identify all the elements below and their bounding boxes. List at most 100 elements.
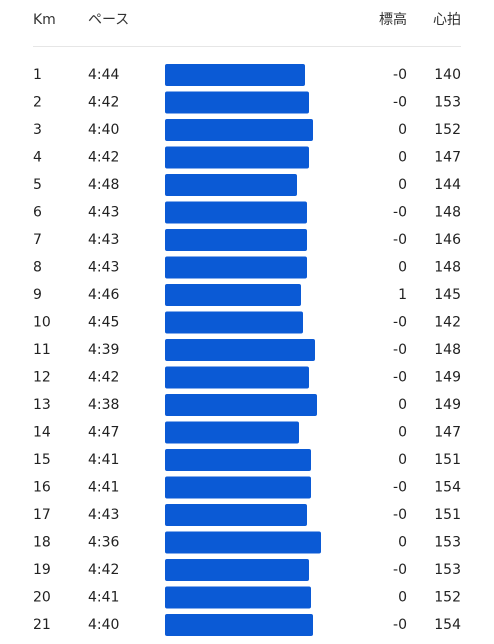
km-header: Km	[33, 12, 56, 28]
pace: 4:43	[88, 205, 119, 221]
pace: 4:39	[88, 342, 119, 358]
elevation: -0	[393, 507, 407, 523]
elevation: 0	[398, 425, 407, 441]
heart-rate: 146	[434, 232, 461, 248]
pace-bar	[165, 284, 301, 306]
pace: 4:45	[88, 315, 119, 331]
pace-bar	[165, 449, 311, 471]
elevation: 0	[398, 150, 407, 166]
heart-rate: 153	[434, 562, 461, 578]
elevation: -0	[393, 617, 407, 633]
pace-bar	[165, 91, 309, 114]
km: 16	[33, 480, 51, 496]
heart-rate: 151	[434, 507, 461, 523]
km: 11	[33, 342, 51, 358]
elevation: -0	[393, 67, 407, 83]
heart-rate: 148	[434, 260, 461, 276]
pace-bar	[165, 174, 297, 196]
pace-bar	[165, 201, 307, 224]
pace-bar	[165, 614, 313, 636]
heart-rate: 153	[434, 535, 461, 551]
elevation: 0	[398, 122, 407, 138]
km: 3	[33, 122, 42, 138]
pace-bar	[165, 256, 307, 279]
km: 13	[33, 397, 51, 413]
elevation: 0	[398, 177, 407, 193]
km: 5	[33, 177, 42, 193]
km: 18	[33, 535, 51, 551]
pace: 4:41	[88, 452, 119, 468]
pace-bar	[165, 119, 313, 141]
km: 21	[33, 617, 51, 633]
elevation: -0	[393, 232, 407, 248]
heart-rate: 147	[434, 150, 461, 166]
elevation: -0	[393, 370, 407, 386]
elevation: -0	[393, 95, 407, 111]
heart-rate-header: 心拍	[433, 12, 461, 28]
heart-rate: 140	[434, 67, 461, 83]
elevation: 0	[398, 397, 407, 413]
pace-bar	[165, 229, 307, 251]
pace-bar	[165, 559, 309, 581]
km: 1	[33, 67, 42, 83]
km: 17	[33, 507, 51, 523]
pace-bar	[165, 64, 305, 86]
pace-header: ペース	[88, 12, 129, 28]
pace: 4:43	[88, 507, 119, 523]
pace-bar	[165, 504, 307, 526]
elevation: -0	[393, 315, 407, 331]
pace-bar	[165, 146, 309, 169]
elevation: -0	[393, 342, 407, 358]
heart-rate: 151	[434, 452, 461, 468]
pace-bar	[165, 421, 299, 444]
pace: 4:40	[88, 617, 119, 633]
km: 10	[33, 315, 51, 331]
heart-rate: 152	[434, 122, 461, 138]
heart-rate: 154	[434, 480, 461, 496]
heart-rate: 152	[434, 590, 461, 606]
pace: 4:43	[88, 260, 119, 276]
km: 6	[33, 205, 42, 221]
heart-rate: 142	[434, 315, 461, 331]
km: 15	[33, 452, 51, 468]
pace: 4:40	[88, 122, 119, 138]
km: 7	[33, 232, 42, 248]
pace: 4:42	[88, 150, 119, 166]
pace: 4:42	[88, 95, 119, 111]
pace: 4:44	[88, 67, 120, 83]
pace: 4:41	[88, 590, 119, 606]
heart-rate: 153	[434, 95, 461, 111]
km: 9	[33, 287, 42, 303]
heart-rate: 144	[434, 177, 461, 193]
pace: 4:42	[88, 562, 119, 578]
heart-rate: 149	[434, 370, 461, 386]
heart-rate: 154	[434, 617, 461, 633]
elevation: -0	[393, 480, 407, 496]
pace: 4:38	[88, 397, 119, 413]
pace: 4:41	[88, 480, 119, 496]
pace: 4:48	[88, 177, 119, 193]
pace-bar	[165, 394, 317, 416]
elevation: 0	[398, 590, 407, 606]
km: 20	[33, 590, 51, 606]
pace-bar	[165, 339, 315, 361]
pace: 4:46	[88, 287, 120, 303]
elevation: 1	[398, 287, 407, 303]
km: 19	[33, 562, 51, 578]
elevation: 0	[398, 260, 407, 276]
pace-bar	[165, 531, 321, 554]
km: 4	[33, 150, 42, 166]
pace: 4:42	[88, 370, 119, 386]
km: 12	[33, 370, 51, 386]
heart-rate: 145	[434, 287, 461, 303]
pace-bar	[165, 476, 311, 499]
pace-bar	[165, 366, 309, 389]
heart-rate: 147	[434, 425, 461, 441]
elevation: 0	[398, 535, 407, 551]
km: 14	[33, 425, 51, 441]
elevation: -0	[393, 562, 407, 578]
km: 2	[33, 95, 42, 111]
elevation-header: 標高	[379, 11, 407, 28]
heart-rate: 148	[434, 342, 461, 358]
